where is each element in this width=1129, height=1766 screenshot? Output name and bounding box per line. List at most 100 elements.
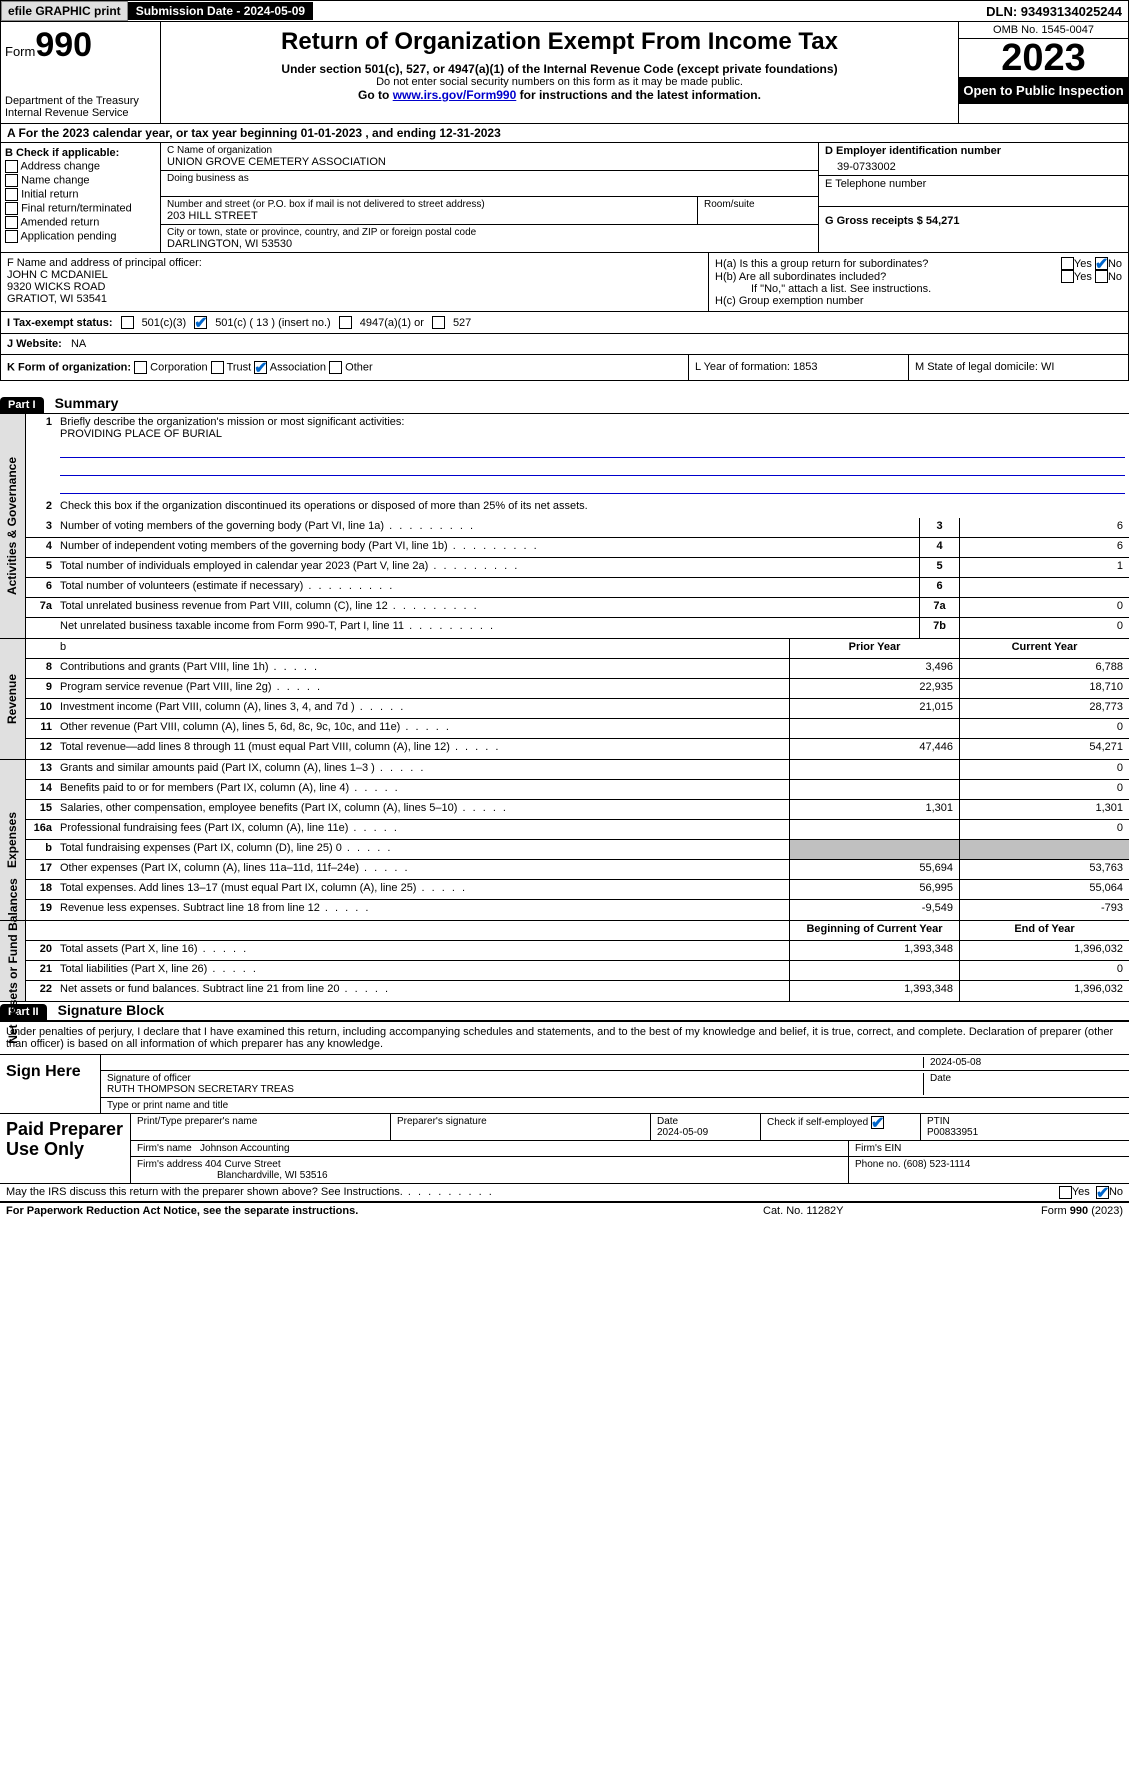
- row-current: 0: [959, 780, 1129, 799]
- phone-label: E Telephone number: [825, 178, 1122, 190]
- row-desc: Total number of volunteers (estimate if …: [56, 578, 919, 597]
- section-i-exempt: I Tax-exempt status: 501(c)(3) 501(c) ( …: [0, 312, 1129, 334]
- activities-governance-section: Activities & Governance 1 Briefly descri…: [0, 413, 1129, 638]
- row-current: -793: [959, 900, 1129, 920]
- discuss-no[interactable]: [1096, 1186, 1109, 1199]
- row-prior: [789, 961, 959, 980]
- chk-4947[interactable]: [339, 316, 352, 329]
- chk-application-pending[interactable]: [5, 230, 18, 243]
- row-desc: Total number of individuals employed in …: [56, 558, 919, 577]
- row-desc: Grants and similar amounts paid (Part IX…: [56, 760, 789, 779]
- q1-mission: PROVIDING PLACE OF BURIAL: [60, 428, 222, 440]
- chk-name-change[interactable]: [5, 174, 18, 187]
- firm-addr1: 404 Curve Street: [205, 1159, 281, 1170]
- row-code: 5: [919, 558, 959, 577]
- officer-label: F Name and address of principal officer:: [7, 257, 702, 269]
- row-prior: [789, 820, 959, 839]
- table-row: 20 Total assets (Part X, line 16) 1,393,…: [26, 941, 1129, 961]
- row-prior: [789, 840, 959, 859]
- mission-line: [60, 460, 1125, 476]
- row-prior: 55,694: [789, 860, 959, 879]
- row-current: 54,271: [959, 739, 1129, 759]
- ptin-value: P00833951: [927, 1127, 978, 1138]
- table-row: 14 Benefits paid to or for members (Part…: [26, 780, 1129, 800]
- chk-corp[interactable]: [134, 361, 147, 374]
- room-label: Room/suite: [704, 199, 812, 210]
- mission-line: [60, 478, 1125, 494]
- firm-addr-label: Firm's address: [137, 1159, 202, 1170]
- tax-year: 2023: [959, 39, 1128, 77]
- form-id-block: Form990 Department of the Treasury Inter…: [1, 22, 161, 123]
- chk-amended-return[interactable]: [5, 216, 18, 229]
- row-value: 6: [959, 518, 1129, 537]
- row-desc: Net unrelated business taxable income fr…: [56, 618, 919, 638]
- ha-yes[interactable]: [1061, 257, 1074, 270]
- chk-final-return[interactable]: [5, 202, 18, 215]
- row-code: 6: [919, 578, 959, 597]
- chk-501c[interactable]: [194, 316, 207, 329]
- sign-here-label: Sign Here: [0, 1055, 100, 1113]
- discuss-yes[interactable]: [1059, 1186, 1072, 1199]
- chk-address-change[interactable]: [5, 160, 18, 173]
- hb-yes[interactable]: [1061, 270, 1074, 283]
- sig-date: 2024-05-08: [923, 1057, 1123, 1068]
- form-title-block: Return of Organization Exempt From Incom…: [161, 22, 958, 123]
- submission-date: Submission Date - 2024-05-09: [128, 2, 313, 20]
- hb-no[interactable]: [1095, 270, 1108, 283]
- row-prior: 1,301: [789, 800, 959, 819]
- prep-name-label: Print/Type preparer's name: [131, 1114, 391, 1140]
- chk-initial-return[interactable]: [5, 188, 18, 201]
- part-ii-header: Part II Signature Block: [0, 1002, 1129, 1020]
- chk-trust[interactable]: [211, 361, 224, 374]
- row-value: [959, 578, 1129, 597]
- row-value: 6: [959, 538, 1129, 557]
- chk-527[interactable]: [432, 316, 445, 329]
- chk-assoc[interactable]: [254, 361, 267, 374]
- row-desc: Professional fundraising fees (Part IX, …: [56, 820, 789, 839]
- sig-officer-label: Signature of officer: [107, 1073, 191, 1084]
- row-current: 55,064: [959, 880, 1129, 899]
- mission-line: [60, 442, 1125, 458]
- table-row: 15 Salaries, other compensation, employe…: [26, 800, 1129, 820]
- street-label: Number and street (or P.O. box if mail i…: [167, 199, 691, 210]
- form-prefix: Form: [5, 44, 35, 59]
- org-info-block: B Check if applicable: Address change Na…: [0, 143, 1129, 253]
- hb-label: H(b) Are all subordinates included?: [715, 271, 1061, 283]
- top-bar: efile GRAPHIC print Submission Date - 20…: [0, 0, 1129, 22]
- ein-label: D Employer identification number: [825, 145, 1122, 157]
- officer-addr1: 9320 WICKS ROAD: [7, 281, 702, 293]
- row-code: 7a: [919, 598, 959, 617]
- row-prior: 3,496: [789, 659, 959, 678]
- part-i-header: Part I Summary: [0, 395, 1129, 413]
- dln-number: DLN: 93493134025244: [986, 4, 1128, 19]
- chk-other[interactable]: [329, 361, 342, 374]
- table-row: 12 Total revenue—add lines 8 through 11 …: [26, 739, 1129, 759]
- row-value: 0: [959, 598, 1129, 617]
- revenue-section: Revenue b Prior Year Current Year 8 Cont…: [0, 638, 1129, 759]
- irs-link[interactable]: www.irs.gov/Form990: [393, 88, 517, 102]
- form-header: Form990 Department of the Treasury Inter…: [0, 22, 1129, 124]
- row-current: 0: [959, 760, 1129, 779]
- table-row: 9 Program service revenue (Part VIII, li…: [26, 679, 1129, 699]
- ptin-label: PTIN: [927, 1116, 950, 1127]
- chk-self-employed[interactable]: [871, 1116, 884, 1129]
- row-desc: Revenue less expenses. Subtract line 18 …: [56, 900, 789, 920]
- firm-ein-label: Firm's EIN: [849, 1141, 1129, 1156]
- firm-phone: (608) 523-1114: [903, 1159, 970, 1170]
- chk-501c3[interactable]: [121, 316, 134, 329]
- officer-addr2: GRATIOT, WI 53541: [7, 293, 702, 305]
- table-row: 18 Total expenses. Add lines 13–17 (must…: [26, 880, 1129, 900]
- efile-print-button[interactable]: efile GRAPHIC print: [1, 1, 128, 21]
- form-ref: Form 990 (2023): [963, 1205, 1123, 1217]
- row-desc: Contributions and grants (Part VIII, lin…: [56, 659, 789, 678]
- street-address: 203 HILL STREET: [167, 210, 691, 222]
- table-row: 19 Revenue less expenses. Subtract line …: [26, 900, 1129, 920]
- penalties-text: Under penalties of perjury, I declare th…: [0, 1022, 1129, 1054]
- part-i-title: Summary: [47, 395, 119, 411]
- ha-no[interactable]: [1095, 257, 1108, 270]
- dept-treasury: Department of the Treasury: [5, 95, 156, 107]
- officer-h-block: F Name and address of principal officer:…: [0, 253, 1129, 312]
- form-year-block: OMB No. 1545-0047 2023 Open to Public In…: [958, 22, 1128, 123]
- discuss-question: May the IRS discuss this return with the…: [6, 1186, 1059, 1199]
- row-code: 4: [919, 538, 959, 557]
